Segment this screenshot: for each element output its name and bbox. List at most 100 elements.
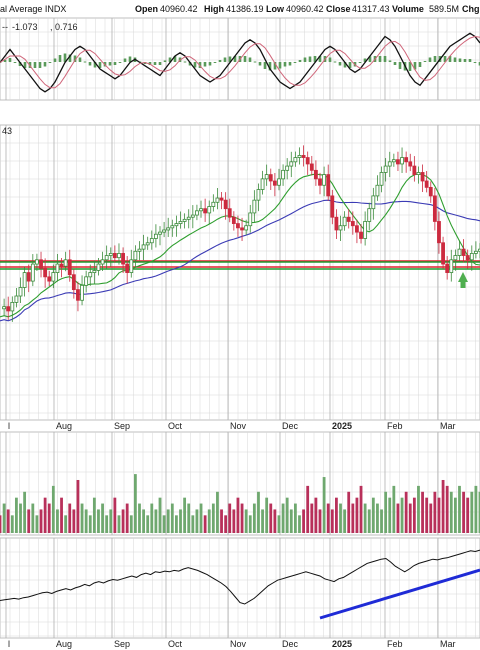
candle-body — [219, 197, 224, 201]
green-up-arrow-stem — [460, 282, 466, 288]
month-label: Nov — [230, 639, 247, 649]
macd-hist-bar — [123, 58, 127, 62]
volume-bar — [252, 503, 256, 533]
volume-bar — [462, 491, 465, 533]
candle-body — [76, 289, 80, 301]
candle-body — [215, 197, 220, 203]
volume-bar — [154, 509, 158, 533]
macd-hist-bar — [218, 60, 222, 62]
volume-bar — [191, 515, 195, 533]
candle-body — [268, 174, 273, 182]
macd-hist-bar — [13, 62, 17, 63]
volume-bar — [339, 503, 342, 533]
macd-hist-bar — [223, 57, 227, 62]
macd-hist-bar — [298, 60, 302, 62]
macd-hist-bar — [128, 56, 132, 62]
candle-body — [125, 263, 130, 273]
volume-bar — [408, 503, 412, 533]
candle-body — [363, 221, 368, 239]
macd-hist-bar — [248, 57, 252, 62]
candle-body — [297, 155, 302, 158]
candle-body — [10, 301, 15, 312]
volume-bar — [273, 509, 277, 533]
volume-bar — [384, 491, 388, 533]
volume-bar — [60, 497, 63, 533]
macd-hist-bar — [328, 57, 332, 62]
macd-hist-bar — [63, 53, 67, 62]
month-label: Sep — [114, 421, 130, 431]
volume-bar — [211, 503, 215, 533]
candle-body — [465, 255, 470, 261]
candle-body — [272, 180, 277, 186]
macd-hist-bar — [113, 62, 117, 65]
volume-bar — [236, 497, 240, 533]
candle-body — [80, 284, 84, 301]
macd-hist-bar — [153, 62, 157, 65]
candle-body — [326, 174, 331, 197]
candle-body — [478, 248, 480, 252]
candle-body — [100, 259, 105, 265]
macd-hist-bar — [38, 62, 42, 68]
volume-bar — [64, 515, 68, 533]
volume-bar — [146, 515, 150, 533]
month-label: Feb — [387, 421, 403, 431]
volume-bar — [199, 503, 203, 533]
high-label: High — [204, 4, 224, 14]
volume-bar — [109, 509, 113, 533]
macd-hist-bar — [398, 62, 402, 69]
candle-body — [400, 157, 404, 165]
macd-hist-bar — [213, 62, 217, 63]
candle-body — [289, 161, 294, 167]
volume-bar — [322, 477, 326, 533]
macd-hist-bar — [108, 62, 112, 66]
macd-hist-bar — [448, 56, 452, 62]
open-label: Open — [135, 4, 158, 14]
volume-bar — [175, 515, 178, 533]
volume-bar — [453, 497, 457, 533]
candle-body — [133, 250, 138, 261]
candle-body — [469, 253, 474, 261]
macd-hist-bar — [303, 57, 307, 62]
volume-bar — [158, 497, 162, 533]
ohlc-readout: Open 40960.42 High 41386.19 Low 40960.42… — [135, 4, 480, 14]
candle-body — [375, 184, 380, 197]
volume-bar — [306, 485, 310, 533]
candle-body — [453, 255, 458, 261]
macd-hist-bar — [463, 59, 467, 62]
macd-hist-bar — [313, 56, 317, 62]
candle-body — [432, 195, 437, 222]
candle-body — [182, 218, 187, 222]
macd-hist-bar — [188, 62, 192, 66]
candle-body — [449, 259, 454, 273]
volume-bar — [478, 491, 480, 533]
candle-body — [355, 225, 359, 233]
candle-body — [63, 259, 68, 267]
candle-body — [43, 267, 48, 278]
candle-body — [367, 208, 372, 222]
candle-body — [22, 272, 27, 288]
candle-body — [195, 210, 199, 216]
month-axis-bottom: l Aug Sep Oct Nov Dec 2025 Feb Mar — [8, 639, 456, 649]
volume-bar — [441, 479, 445, 533]
volume-bar — [318, 509, 322, 533]
macd-hist-bar — [413, 62, 417, 70]
candle-body — [26, 272, 31, 282]
month-label: Sep — [114, 639, 130, 649]
candle-body — [190, 214, 195, 218]
candle-body — [236, 223, 240, 229]
volume-bar — [220, 509, 223, 533]
volume-bar — [47, 503, 51, 533]
volume-bar — [166, 509, 170, 533]
month-label: Mar — [440, 639, 456, 649]
volume-bar — [458, 485, 461, 533]
volume-bar — [35, 515, 39, 533]
volume-bar — [351, 503, 355, 533]
candle-body — [178, 221, 183, 224]
macd-hist-bar — [3, 60, 7, 62]
volume-bar — [376, 503, 379, 533]
candle-body — [379, 172, 384, 186]
volume-bar — [195, 509, 199, 533]
candle-body — [51, 272, 56, 282]
candle-body — [277, 178, 281, 186]
month-label: 2025 — [332, 639, 352, 649]
